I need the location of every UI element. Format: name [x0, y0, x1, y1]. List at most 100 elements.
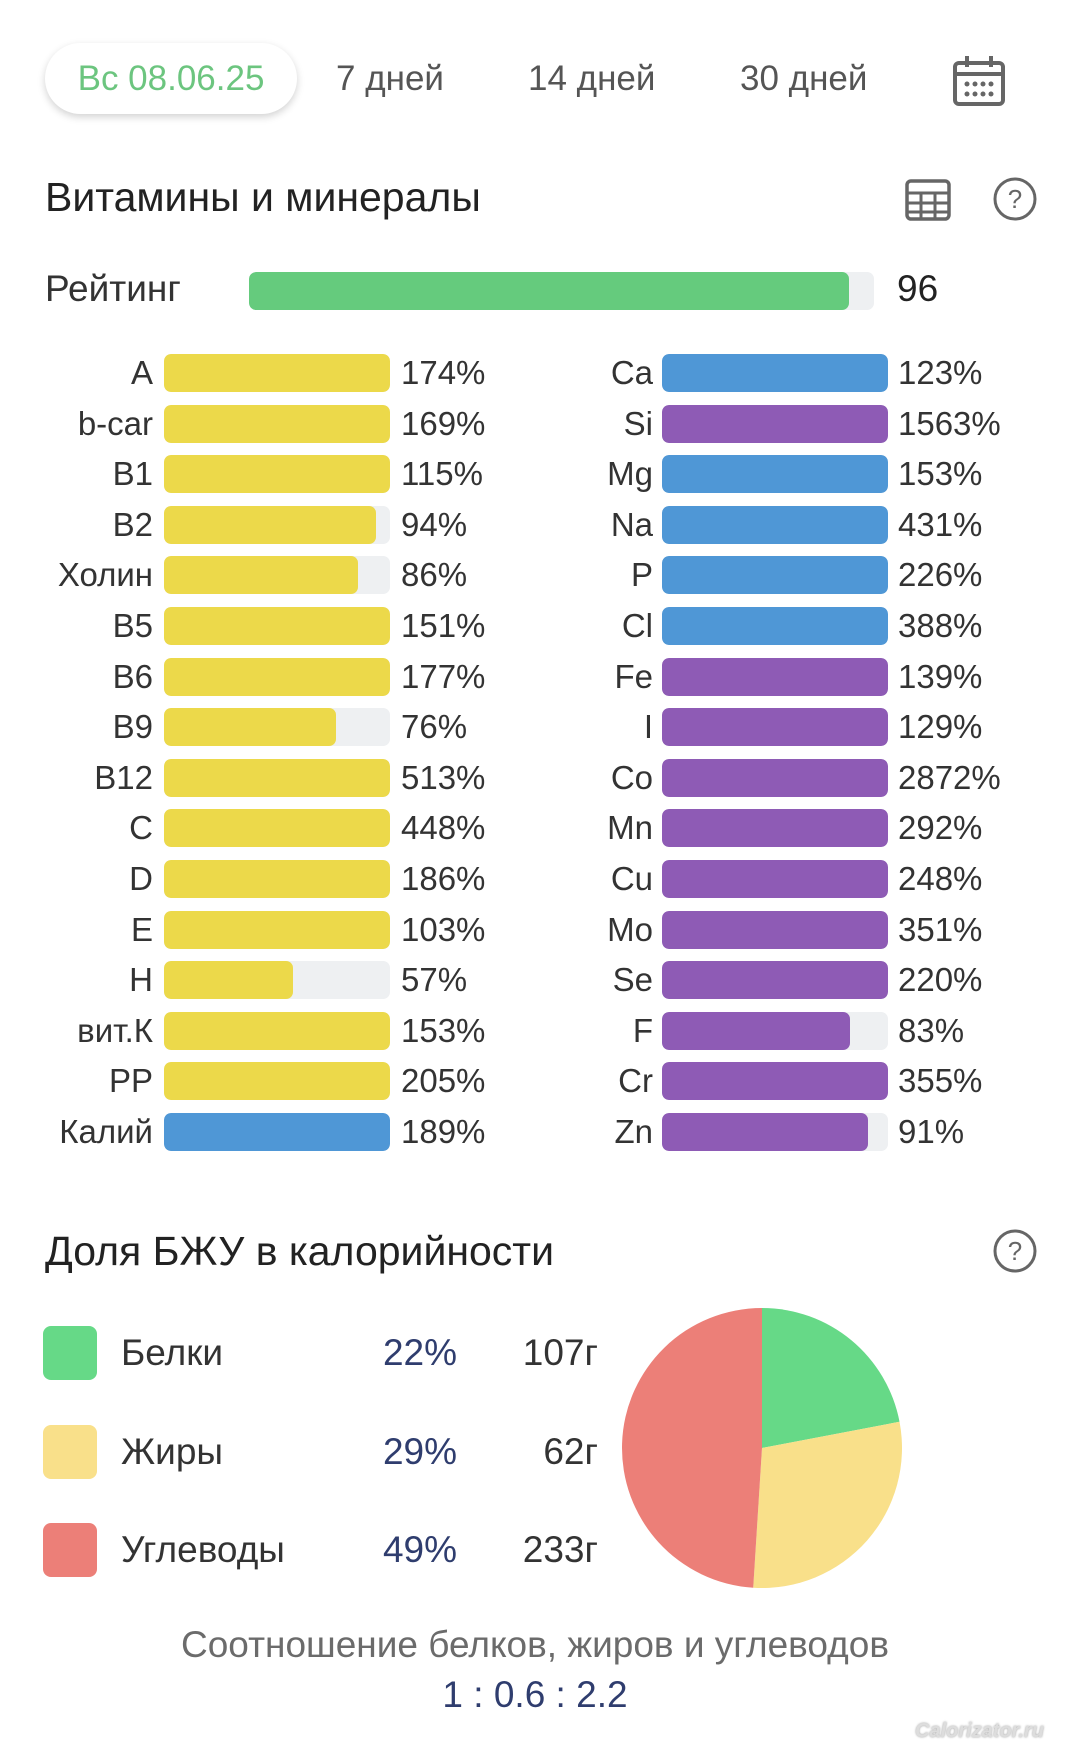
nutrient-bar [164, 809, 390, 848]
nutrient-bar-fill [164, 1113, 390, 1151]
nutrient-value: 220% [898, 961, 983, 999]
calendar-icon[interactable] [952, 55, 1006, 107]
nutrient-bar-fill [164, 455, 390, 494]
nutrient-bar-fill [662, 354, 888, 392]
macros-help-icon[interactable]: ? [992, 1228, 1038, 1274]
nutrient-bar [662, 455, 888, 494]
nutrient-value: 139% [898, 657, 983, 695]
legend-label: Белки [121, 1332, 224, 1373]
nutrient-label: вит.К [77, 1011, 153, 1049]
nutrient-bar [164, 910, 390, 949]
nutrient-bar-fill [164, 1011, 390, 1050]
nutrient-bar [164, 1011, 390, 1050]
nutrient-label: Cl [621, 607, 653, 644]
nutrient-bar-fill [662, 809, 888, 848]
nutrient-label: C [129, 809, 153, 847]
nutrient-label: D [129, 860, 153, 897]
nutrient-label: B12 [94, 758, 153, 796]
nutrient-label: PP [108, 1062, 153, 1100]
nutrient-bar [662, 961, 888, 1000]
nutrient-label: H [129, 961, 153, 999]
nutrient-bar-fill [662, 961, 888, 1000]
nutrient-bar-fill [662, 505, 888, 544]
vitamins-title: Витамины и минералы [45, 174, 481, 220]
nutrient-value: 351% [898, 910, 983, 948]
nutrient-label: Si [623, 404, 653, 442]
pie-slice-Углеводы [621, 1308, 762, 1588]
nutrient-label: B2 [112, 505, 153, 543]
nutrient-label: Cu [610, 860, 653, 897]
nutrient-value: 448% [401, 809, 486, 847]
nutrient-bar [164, 556, 390, 595]
nutrient-bar [662, 505, 888, 544]
legend-percent: 22% [382, 1332, 457, 1373]
legend-label: Углеводы [121, 1529, 285, 1570]
nutrient-value: 86% [401, 556, 468, 594]
legend-grams: 233г [522, 1529, 598, 1570]
nutrient-bar-fill [164, 607, 390, 645]
pie-slice-Белки [762, 1308, 900, 1448]
legend-grams: 107г [522, 1332, 598, 1373]
nutrient-bar [164, 354, 390, 392]
nutrient-value: 123% [898, 354, 983, 391]
nutrient-bar [662, 607, 888, 645]
nutrient-label: Cr [618, 1062, 653, 1100]
nutrient-value: 189% [401, 1113, 486, 1150]
watermark: Calorizator.ru [915, 1720, 1044, 1742]
nutrient-label: F [632, 1011, 653, 1049]
tab-30-days[interactable]: 30 дней [740, 59, 868, 98]
legend-grams: 62г [543, 1430, 598, 1472]
nutrient-bar [164, 860, 390, 898]
nutrient-bar-fill [662, 708, 888, 747]
rating-label: Рейтинг [45, 268, 181, 309]
tab-7-days[interactable]: 7 дней [336, 59, 444, 98]
tab-14-days[interactable]: 14 дней [528, 59, 656, 98]
nutrient-bar-fill [164, 657, 390, 696]
nutrient-label: b-car [77, 404, 153, 442]
help-icon[interactable]: ? [992, 176, 1038, 222]
nutrient-bar-fill [662, 1113, 868, 1151]
nutrient-bar-fill [164, 556, 359, 595]
nutrient-bar [662, 354, 888, 392]
nutrient-bar [164, 961, 390, 1000]
nutrient-label: A [130, 354, 153, 391]
rating-bar-fill [249, 272, 849, 310]
nutrient-bar [164, 758, 390, 797]
nutrient-value: 91% [898, 1113, 965, 1150]
nutrient-value: 186% [401, 860, 486, 897]
nutrient-bar [164, 657, 390, 696]
svg-text:?: ? [1008, 184, 1022, 214]
nutrient-bar-fill [164, 961, 293, 1000]
nutrient-value: 513% [401, 758, 486, 796]
nutrient-bar-fill [662, 910, 888, 949]
nutrient-bar [662, 556, 888, 595]
nutrient-label: Mn [607, 809, 653, 847]
nutrient-value: 248% [898, 860, 983, 897]
nutrient-bar-fill [164, 708, 336, 747]
nutrient-bar [164, 1062, 390, 1101]
nutrient-label: B6 [112, 657, 153, 695]
nutrient-value: 177% [401, 657, 486, 695]
svg-text:?: ? [1008, 1236, 1022, 1266]
nutrient-bar-fill [662, 657, 888, 696]
nutrient-label: Na [610, 505, 653, 543]
nutrient-bar-fill [164, 1062, 390, 1101]
legend-percent: 49% [382, 1529, 457, 1570]
nutrient-value: 2872% [898, 758, 1001, 796]
pie-slice-Жиры [753, 1421, 902, 1588]
legend-swatch [43, 1424, 97, 1479]
tab-today[interactable]: Вс 08.06.25 [45, 43, 297, 114]
nutrient-bar-fill [662, 556, 888, 595]
nutrient-value: 83% [898, 1011, 965, 1049]
table-view-icon[interactable] [905, 179, 951, 221]
nutrient-bar-fill [164, 809, 390, 848]
nutrient-bar-fill [662, 1062, 888, 1101]
nutrient-label: B1 [112, 455, 153, 493]
nutrient-bar-fill [164, 354, 390, 392]
nutrient-value: 169% [401, 404, 486, 442]
nutrient-value: 76% [401, 708, 468, 746]
nutrient-label: Zn [614, 1113, 653, 1150]
nutrient-bar [662, 758, 888, 797]
nutrient-value: 226% [898, 556, 983, 594]
nutrient-value: 431% [898, 505, 983, 543]
